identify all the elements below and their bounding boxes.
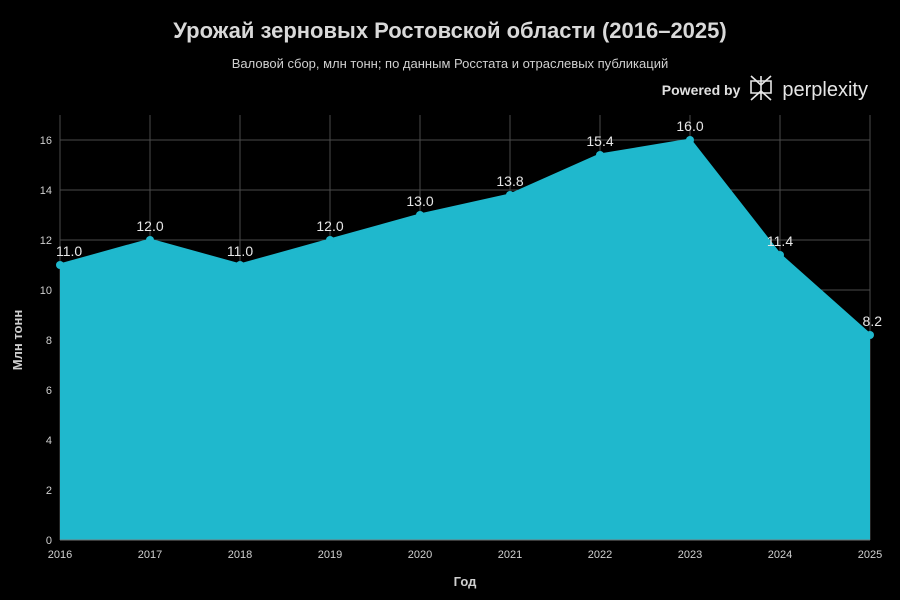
x-tick-label: 2020 [408,549,432,561]
y-axis-title: Млн тонн [10,310,25,370]
x-tick-label: 2017 [138,549,162,561]
data-label: 16.0 [676,118,703,134]
data-point [596,151,604,159]
x-tick-label: 2021 [498,549,522,561]
data-point [776,251,784,259]
series-line [59,138,871,337]
x-tick-label: 2016 [48,549,72,561]
y-tick-label: 14 [40,185,52,197]
data-point [416,211,424,219]
data-point [236,261,244,269]
data-label: 11.4 [767,233,793,249]
data-label: 13.8 [496,173,523,189]
data-point [866,331,874,339]
x-tick-label: 2018 [228,549,252,561]
x-tick-label: 2023 [678,549,702,561]
data-point [56,261,64,269]
data-point [506,191,514,199]
data-label: 12.0 [316,218,343,234]
data-point [146,236,154,244]
y-tick-label: 0 [46,535,52,547]
data-label: 15.4 [586,133,613,149]
y-tick-label: 12 [40,235,52,247]
y-tick-label: 10 [40,285,52,297]
data-label: 11.0 [56,243,82,259]
data-labels: 11.0 12.0 11.0 12.0 13.0 13.8 15.4 16.0 11.4 8.2 [56,118,882,329]
branding-prefix: Powered by [661,82,741,98]
x-tick-label: 2024 [768,549,792,561]
y-tick-label: 6 [46,385,52,397]
chart-subtitle: Валовой сбор, млн тонн; по данным Росста… [231,56,669,71]
data-point [326,236,334,244]
branding-name: perplexity [782,78,868,101]
x-tick-label: 2019 [318,549,342,561]
data-label: 8.2 [863,313,883,329]
y-tick-label: 8 [46,335,52,347]
perplexity-logo-icon [748,74,774,107]
data-label: 11.0 [227,243,253,259]
x-axis-title: Год [454,574,477,589]
data-point [686,136,694,144]
area-fill [60,140,870,540]
y-tick-label: 2 [46,485,52,497]
x-tick-label: 2022 [588,549,612,561]
branding: Powered by perplexity [661,74,868,107]
chart-title: Урожай зерновых Ростовской области (2016… [173,18,727,43]
y-tick-label: 4 [46,435,52,447]
data-label: 12.0 [136,218,163,234]
y-tick-label: 16 [40,135,52,147]
data-label: 13.0 [406,193,433,209]
x-tick-label: 2025 [858,549,882,561]
x-axis-ticks: 2016 2017 2018 2019 2020 2021 2022 2023 2024 2025 [48,549,882,561]
data-points [56,136,874,339]
area-layer [59,138,871,541]
y-axis-ticks: 0 2 4 6 8 10 12 14 16 [40,135,52,547]
